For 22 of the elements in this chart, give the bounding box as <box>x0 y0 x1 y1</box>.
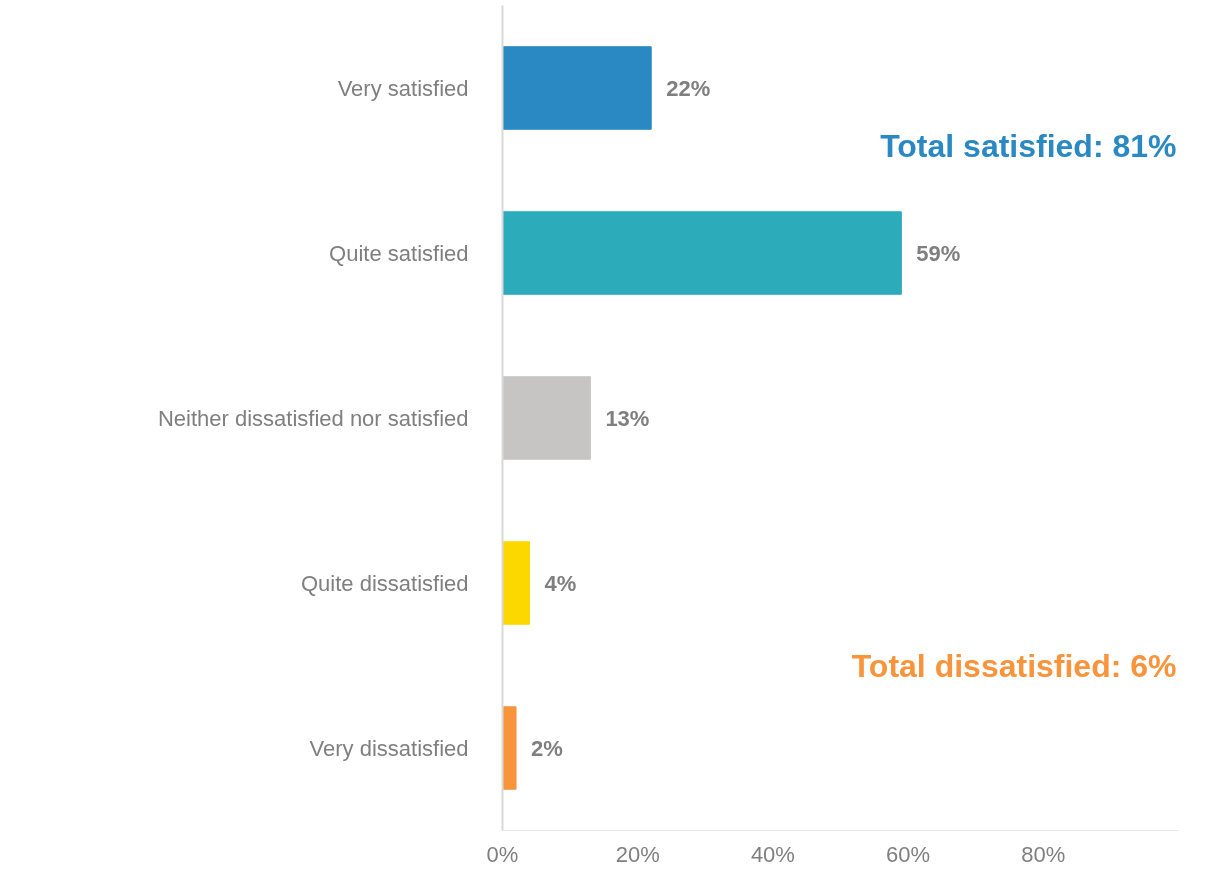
data-label: 2% <box>531 735 563 761</box>
data-label: 59% <box>916 240 961 266</box>
x-tick-label: 40% <box>750 841 795 867</box>
data-label: 4% <box>544 570 577 596</box>
annotation: Total dissatisfied: 6% <box>851 647 1177 684</box>
bar <box>502 376 591 460</box>
data-label: 13% <box>605 405 650 431</box>
y-tick-label: Very dissatisfied <box>309 735 469 761</box>
bar <box>502 211 902 295</box>
annotation: Total satisfied: 81% <box>880 127 1177 164</box>
bar <box>502 541 531 625</box>
x-tick-label: 80% <box>1021 841 1066 867</box>
bar <box>502 706 517 790</box>
y-tick-label: Quite satisfied <box>329 240 469 266</box>
x-tick-label: 60% <box>886 841 931 867</box>
bar <box>502 46 652 130</box>
data-label: 22% <box>666 75 711 101</box>
y-tick-label: Quite dissatisfied <box>300 570 469 596</box>
x-tick-label: 0% <box>486 841 519 867</box>
y-tick-label: Neither dissatisfied nor satisfied <box>157 405 469 431</box>
x-tick-label: 20% <box>615 841 660 867</box>
y-tick-label: Very satisfied <box>337 75 469 101</box>
